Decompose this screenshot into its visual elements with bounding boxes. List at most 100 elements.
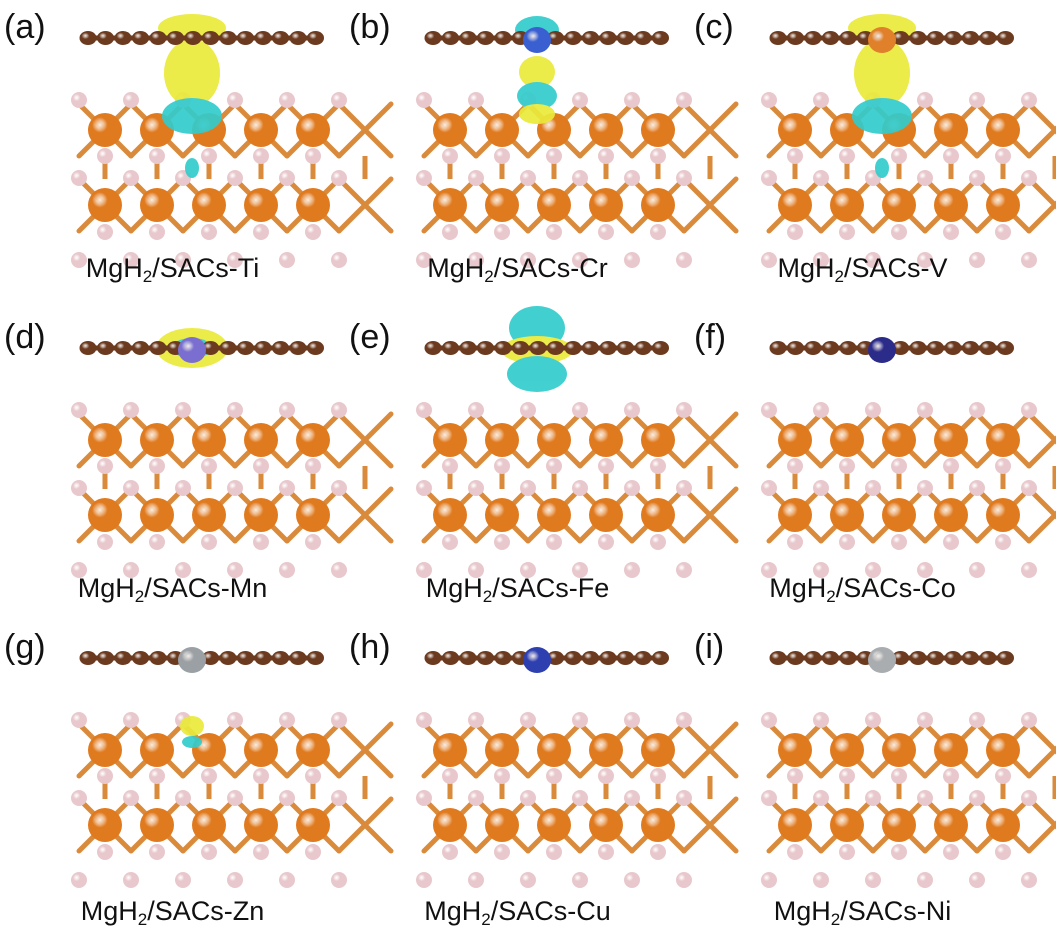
hydrogen-atom [494,844,510,860]
carbon-atom [289,31,307,45]
carbon-atom [512,341,529,355]
hydrogen-atom [572,562,588,578]
hydrogen-atom [97,224,113,240]
hydrogen-atom [624,402,640,418]
carbon-atom [237,341,254,355]
hydrogen-atom [331,872,347,888]
hydrogen-atom [917,790,933,806]
hydrogen-atom [253,768,269,784]
panel-letter: (f) [694,318,727,356]
hydrogen-atom [969,92,985,108]
panel-fe: (e) MgH2/SACs-Fe [345,306,739,620]
carbon-atom [114,31,132,45]
hydrogen-atom [97,458,113,474]
hydrogen-atom [813,790,829,806]
carbon-atom [202,31,219,45]
magnesium-atom [88,113,122,147]
magnesium-atom [140,733,174,767]
magnesium-atoms [88,733,330,842]
hydrogen-atom [891,224,907,240]
carbon-atom [149,31,167,45]
hydrogen-atom [149,844,165,860]
hydrogen-atom [201,458,217,474]
magnesium-atom [934,498,968,532]
hydrogen-atom [572,790,588,806]
hydrogen-atom [71,402,87,418]
panel-cu: (h) MgH2/SACs-Cu [345,620,739,930]
hydrogen-atom [331,562,347,578]
caption-system: /SACs-Cu [490,896,611,926]
hydrogen-atom [761,712,777,728]
carbon-atom [909,651,927,665]
hydrogen-atom [253,844,269,860]
carbon-atom [114,341,132,355]
caption-system: /SACs-Fe [492,573,610,603]
carbon-atom [979,31,997,45]
magnesium-atom [986,188,1020,222]
caption-subscript: 2 [484,267,494,286]
hydrogen-atom [123,252,139,268]
hydrogen-atom [442,844,458,860]
hydrogen-atom [787,844,803,860]
magnesium-atom [778,498,812,532]
carbon-atom [652,341,669,355]
carbon-atom [494,341,512,355]
panel-caption: MgH2/SACs-Ni [690,898,1035,929]
hydrogen-atom [331,480,347,496]
carbon-atom [97,651,114,665]
carbon-atom [494,31,512,45]
magnesium-atom [589,113,623,147]
magnesium-atom [296,188,330,222]
hydrogen-atom [71,790,87,806]
magnesium-atom [88,423,122,457]
hydrogen-atom [305,768,321,784]
carbon-atom [787,341,804,355]
hydrogen-atom [97,844,113,860]
hydrogen-atom [123,790,139,806]
hydrogen-atom [253,534,269,550]
magnesium-atom [589,423,623,457]
magnesium-atoms [433,733,675,842]
magnesium-atom [830,498,864,532]
caption-subscript: 2 [137,910,148,929]
carbon-atom [424,31,442,45]
carbon-atom [927,31,944,45]
carbon-atom [219,31,237,45]
hydrogen-atom [865,480,881,496]
hydrogen-atom [761,402,777,418]
panel-letter: (e) [349,318,391,356]
hydrogen-atom [917,480,933,496]
magnesium-atom [88,808,122,842]
hydrogen-atom [624,252,640,268]
carbon-atom [997,31,1014,45]
carbon-atom [307,341,324,355]
hydrogen-atom [572,712,588,728]
hydrogen-atom [813,252,829,268]
hydrogen-atom [891,534,907,550]
hydrogen-atom [494,768,510,784]
metal-atom [868,27,896,53]
hydrogen-atom [305,224,321,240]
hydrogen-atom [995,148,1011,164]
hydrogen-atom [149,768,165,784]
hydrogen-atom [331,252,347,268]
carbon-atom [617,341,634,355]
magnesium-atom [641,113,675,147]
density-lobe [162,98,222,134]
magnesium-atom [882,808,916,842]
hydrogen-atom [253,224,269,240]
carbon-atom [202,651,219,665]
hydrogen-atom [865,252,881,268]
hydrogen-atom [572,170,588,186]
panel-zn: (g) MgH2/SACs-Zn [0,620,394,930]
hydrogen-atom [787,458,803,474]
graphene-sheet [769,27,1014,53]
panel-caption: MgH2/SACs-Cr [345,255,690,286]
hydrogen-atom [761,480,777,496]
structure-fe [416,306,739,578]
carbon-atom [599,651,617,665]
carbon-atom [132,651,149,665]
panel-letter: (d) [4,318,46,356]
carbon-atom [79,651,97,665]
